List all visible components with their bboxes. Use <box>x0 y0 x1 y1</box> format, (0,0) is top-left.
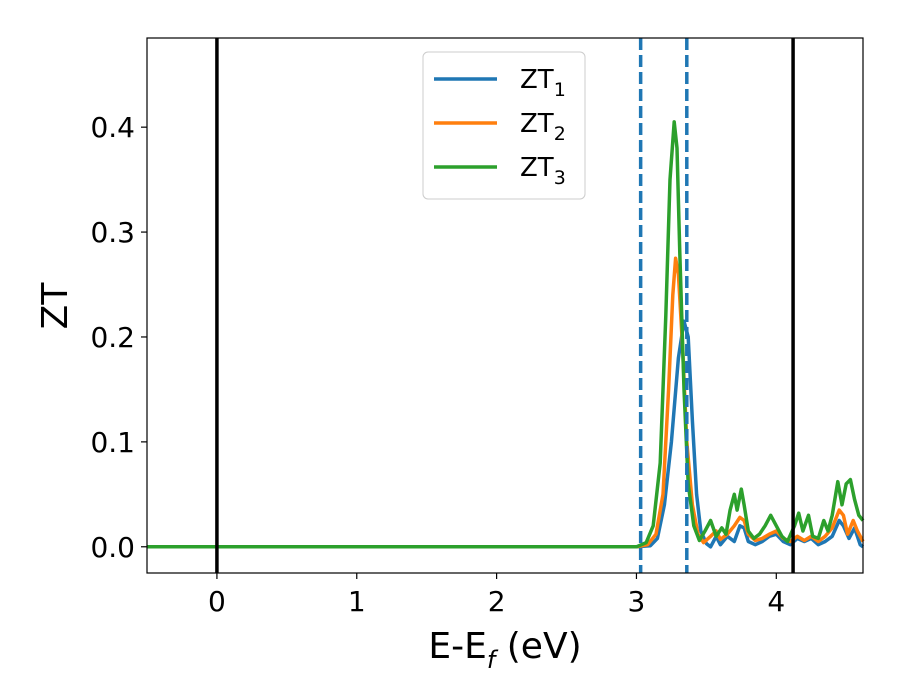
legend-box <box>422 51 586 200</box>
y-tick-label: 0.4 <box>90 111 135 144</box>
x-tick-label: 4 <box>767 585 785 618</box>
y-axis-label: ZT <box>35 282 76 330</box>
series-line-3 <box>147 120 865 549</box>
reference-lines <box>215 38 795 573</box>
plot-frame <box>146 37 864 574</box>
x-axis-ticks: 0 1 2 3 4 <box>208 573 785 618</box>
legend-label-2: ZT2 <box>520 109 566 145</box>
x-tick-label: 1 <box>348 585 366 618</box>
x-tick-label: 2 <box>488 585 506 618</box>
y-axis-ticks: 0.0 0.1 0.2 0.3 0.4 <box>90 111 147 564</box>
y-tick-label: 0.1 <box>90 426 135 459</box>
x-tick-label: 3 <box>628 585 646 618</box>
series-line-2 <box>147 256 865 549</box>
y-tick-label: 0.3 <box>90 216 135 249</box>
plot-lines <box>147 120 865 549</box>
legend: ZT1 ZT2 ZT3 <box>422 51 586 200</box>
series-line-1 <box>147 319 865 549</box>
y-tick-label: 0.0 <box>90 531 135 564</box>
legend-label-3: ZT3 <box>520 153 566 189</box>
x-tick-label: 0 <box>208 585 226 618</box>
y-tick-label: 0.2 <box>90 321 135 354</box>
legend-label-1: ZT1 <box>520 65 566 101</box>
x-axis-label: E-Ef (eV) <box>428 626 581 674</box>
